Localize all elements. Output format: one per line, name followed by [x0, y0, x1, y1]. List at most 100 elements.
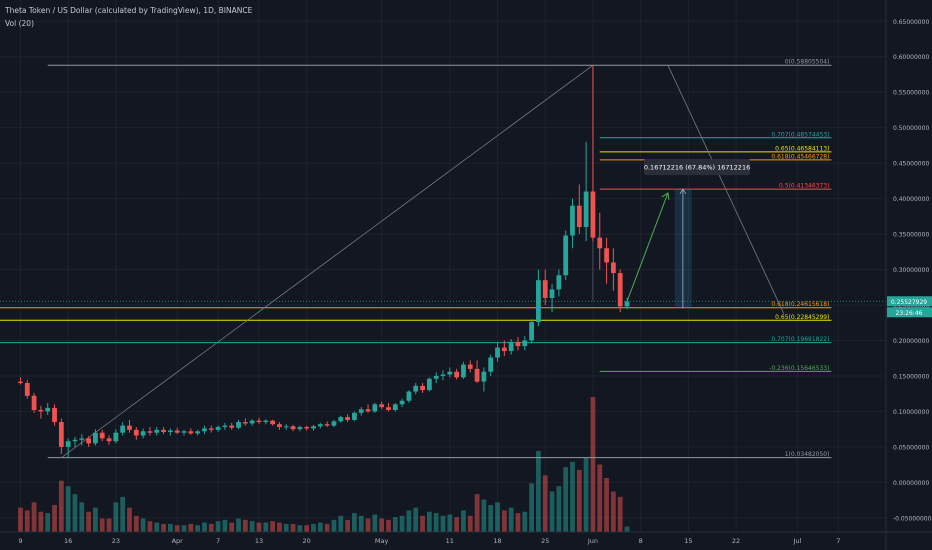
volume-bar — [277, 522, 282, 532]
volume-bar — [215, 521, 221, 532]
candle-body — [317, 424, 323, 427]
volume-bar — [256, 522, 262, 532]
overlays: 0.16712216 (67.84%) 16712216 0.25527929 23… — [644, 159, 932, 318]
time-tick-label: 8 — [639, 537, 643, 545]
countdown-tag — [887, 307, 932, 318]
trend-line-down — [667, 65, 785, 314]
volume-bar — [18, 507, 23, 532]
candle-body — [536, 280, 541, 323]
volume-bar — [167, 523, 173, 532]
time-tick-label: 9 — [18, 537, 22, 545]
candle-body — [352, 412, 357, 420]
candle-body — [38, 409, 44, 412]
volume-bar — [474, 494, 480, 532]
candle-body — [58, 422, 64, 447]
volume-bar — [372, 514, 378, 532]
volume-bar — [426, 511, 432, 532]
candle-body — [461, 364, 466, 378]
candle-body — [79, 438, 85, 440]
volume-bar — [338, 515, 344, 532]
volume-bar — [420, 515, 425, 532]
volume-bar — [270, 521, 276, 532]
candle-body — [65, 441, 71, 447]
drawings — [61, 64, 785, 458]
time-tick-label: 7 — [216, 537, 220, 545]
candle-body — [113, 432, 119, 442]
volume-bar — [536, 451, 541, 532]
volume-bar — [461, 510, 466, 532]
volume-bar — [202, 522, 207, 532]
candle-body — [229, 425, 235, 428]
volume-bar — [501, 510, 507, 532]
volume-bar — [72, 494, 78, 532]
candle-body — [481, 371, 487, 382]
volume-bar — [331, 519, 337, 532]
volume-bar — [399, 515, 405, 532]
time-axis: 9 16 23 Apr 7 13 20 May 11 18 25 Jun 8 15 22 Jul 7 — [0, 531, 932, 545]
candle-body — [583, 191, 589, 227]
candle-body — [624, 301, 630, 307]
candle-body — [358, 409, 364, 413]
candle-body — [331, 421, 337, 426]
time-tick-label: Jul — [792, 537, 801, 545]
volume-bar — [583, 457, 589, 532]
candle-body — [242, 422, 248, 424]
volume-bar — [345, 519, 350, 532]
volume-bar — [563, 467, 569, 532]
price-tick-label: 0.40000000 — [893, 196, 929, 203]
candle-body — [208, 428, 214, 430]
candle-body — [338, 417, 344, 422]
projection-arrow-head — [661, 192, 670, 201]
candle-body — [304, 427, 310, 429]
candle-body — [52, 407, 57, 423]
volume-bar — [161, 523, 166, 532]
candle-body — [222, 425, 228, 428]
price-tick-label: 0.00000000 — [893, 480, 929, 487]
candle-body — [590, 191, 596, 238]
candle-body — [529, 322, 534, 341]
volume-bar — [229, 522, 235, 532]
chart-title: Theta Token / US Dollar (calculated by T… — [5, 6, 253, 15]
candle-body — [372, 404, 378, 412]
volume-bar — [174, 525, 180, 532]
time-tick-label: 15 — [684, 537, 692, 545]
candle-body — [236, 422, 241, 428]
time-tick-label: Jun — [587, 537, 598, 545]
candle-body — [45, 407, 51, 412]
grid — [0, 0, 886, 532]
candle-body — [133, 429, 139, 436]
candle-body — [447, 371, 453, 375]
volume-bar — [624, 526, 630, 532]
candle-body — [195, 431, 201, 434]
volume-bar — [515, 513, 521, 532]
price-tick-label: 0.50000000 — [893, 125, 929, 132]
fib-label: 0.65(0.22845299) — [775, 314, 829, 321]
volume-bar — [413, 507, 419, 532]
volume-bar — [467, 515, 473, 532]
price-tick-label: 0.20000000 — [893, 338, 929, 345]
candle-body — [433, 375, 439, 379]
volume-bar — [93, 507, 98, 532]
candle-body — [406, 391, 412, 401]
trend-line-up — [61, 64, 594, 458]
candle-body — [597, 237, 603, 249]
time-tick-label: 13 — [255, 537, 263, 545]
candle-body — [386, 407, 391, 410]
volume-bar — [304, 525, 310, 532]
candle-body — [610, 262, 616, 274]
current-price-label: 0.25527929 — [891, 299, 927, 306]
measure-arrow-head — [679, 188, 687, 195]
volume-bar — [222, 519, 228, 532]
candle-body — [249, 420, 255, 424]
volume-bar — [556, 486, 562, 532]
candle-body — [508, 341, 514, 352]
candle-body — [161, 429, 166, 432]
volume-bar — [154, 522, 160, 532]
candle-body — [93, 432, 98, 444]
volume-bar — [120, 496, 126, 532]
candle-body — [604, 248, 609, 263]
candle-body — [454, 371, 460, 378]
candle-body — [522, 340, 528, 347]
price-tick-label: 0.35000000 — [893, 232, 929, 239]
